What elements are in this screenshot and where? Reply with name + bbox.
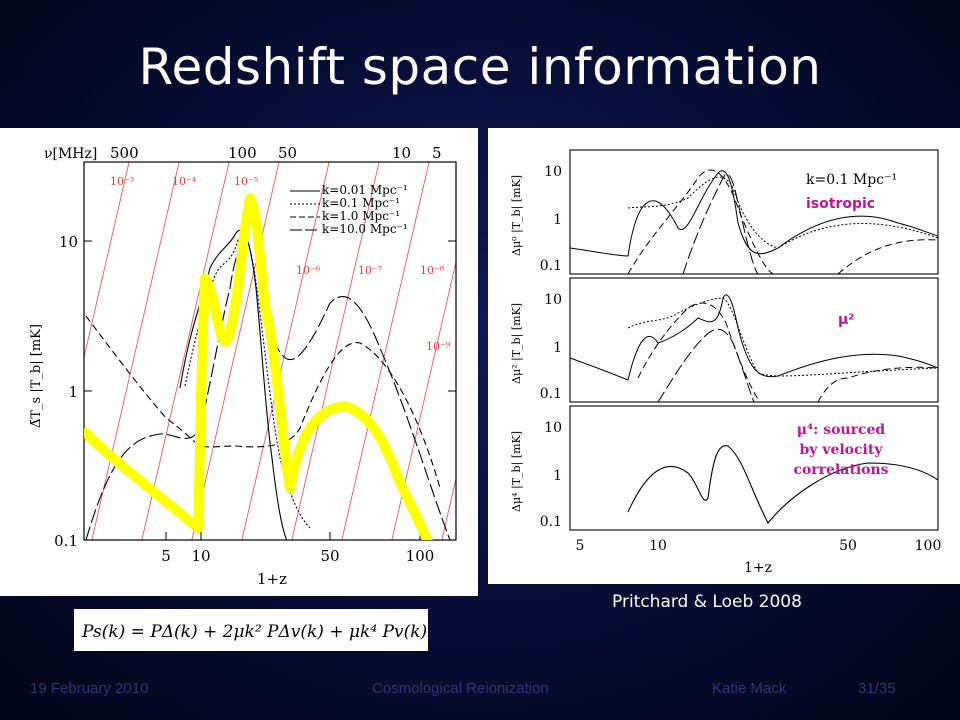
line-label: 10⁻⁴: [172, 175, 197, 188]
line-label: 10⁻⁸: [420, 264, 445, 277]
legend-entry: k=10.0 Mpc⁻¹: [322, 222, 408, 236]
x-tick: 100: [915, 538, 942, 554]
x-tick: 100: [406, 547, 435, 565]
yellow-highlight: [84, 193, 433, 540]
footer-page-number: 31/35: [858, 680, 896, 697]
top-tick: 500: [110, 144, 139, 162]
y-tick: 10: [544, 420, 562, 436]
top-tick: 10: [392, 144, 411, 162]
x-tick: 50: [839, 538, 857, 554]
y-tick: 0.1: [540, 258, 562, 274]
legend-entry: k=1.0 Mpc⁻¹: [322, 209, 400, 223]
top-tick: 50: [278, 144, 297, 162]
equation: Ps(k) = PΔ(k) + 2μk² PΔv(k) + μk⁴ Pv(k): [81, 622, 427, 642]
x-tick: 10: [649, 538, 667, 554]
panel-k-label: k=0.1 Mpc⁻¹: [806, 172, 897, 188]
right-figure: 10 1 0.1 10 1 0.1 10 1 0.1 Δμ⁰ |T_b| [mK…: [488, 128, 960, 584]
panel1-curve-dashed: [627, 169, 938, 274]
y-tick: 10: [59, 233, 78, 251]
legend-entry: k=0.1 Mpc⁻¹: [322, 196, 400, 210]
panel2-y-label: Δμ² |T_b| [mK]: [510, 303, 524, 384]
panel1-y-label: Δμ⁰ |T_b| [mK]: [510, 175, 524, 256]
annotation-mu2: μ²: [838, 312, 854, 328]
annotation-mu4-line1: μ⁴: sourced: [797, 422, 886, 438]
y-tick: 1: [553, 212, 562, 228]
panel3-curve: [627, 445, 938, 525]
footer-author: Katie Mack: [712, 680, 787, 697]
line-label: 10⁻⁷: [358, 264, 383, 277]
x-axis-label: 1+z: [744, 560, 772, 576]
y-tick: 1: [68, 383, 78, 401]
panel1-curve-longdash: [682, 173, 759, 274]
y-tick: 0.1: [540, 386, 562, 402]
panel2-curve-dotted: [627, 297, 938, 377]
x-tick: 5: [161, 547, 171, 565]
top-tick: 100: [228, 144, 257, 162]
y-tick: 10: [544, 164, 562, 180]
panel2-curve-total: [570, 294, 938, 381]
panel2-curve-dashed: [637, 302, 938, 402]
subpanel-frame: [569, 149, 939, 275]
panel3-y-label: Δμ⁴ |T_b| [mK]: [510, 431, 524, 512]
y-tick: 10: [544, 292, 562, 308]
x-tick: 50: [320, 547, 339, 565]
equation-box: Ps(k) = PΔ(k) + 2μk² PΔv(k) + μk⁴ Pv(k): [74, 609, 428, 651]
legend: k=0.01 Mpc⁻¹ k=0.1 Mpc⁻¹ k=1.0 Mpc⁻¹ k=1…: [290, 183, 408, 236]
curve-k-0-1: [184, 234, 311, 529]
curve-k-1-0: [85, 315, 441, 489]
annotation-mu4-line3: correlations: [793, 462, 888, 478]
subpanel-frame: [569, 277, 939, 403]
x-tick: 5: [576, 538, 585, 554]
top-axis-label: ν[MHz]: [44, 146, 97, 162]
footer-date: 19 February 2010: [30, 680, 149, 697]
left-figure: k=0.01 Mpc⁻¹ k=0.1 Mpc⁻¹ k=1.0 Mpc⁻¹ k=1…: [0, 128, 478, 596]
slide-title: Redshift space information: [138, 38, 822, 96]
top-tick: 5: [432, 144, 442, 162]
plot-frame: [83, 161, 457, 541]
x-axis-label: 1+z: [257, 570, 287, 588]
panel2-curve-longdash: [657, 328, 755, 402]
subpanel-frame: [569, 405, 939, 531]
legend-entry: k=0.01 Mpc⁻¹: [322, 183, 408, 197]
x-tick: 10: [191, 547, 210, 565]
y-tick: 1: [553, 468, 562, 484]
panel1-curve-dotted: [627, 176, 938, 249]
annotation-mu4-line2: by velocity: [800, 442, 884, 458]
line-label: 10⁻³: [110, 175, 134, 188]
line-label: 10⁻⁶: [296, 264, 321, 277]
footer-talk-title: Cosmological Reionization: [372, 680, 549, 697]
red-contour-lines: [84, 162, 456, 540]
line-label: 10⁻⁹: [426, 340, 451, 353]
panel1-curve-total: [570, 170, 938, 257]
line-label: 10⁻⁵: [234, 175, 258, 188]
y-tick: 1: [553, 340, 562, 356]
y-axis-label: Δ̄T_s |T_b| [mK]: [29, 324, 44, 428]
y-tick: 0.1: [54, 532, 78, 550]
annotation-isotropic: isotropic: [806, 196, 875, 212]
y-tick: 0.1: [540, 514, 562, 530]
citation: Pritchard & Loeb 2008: [612, 592, 802, 612]
